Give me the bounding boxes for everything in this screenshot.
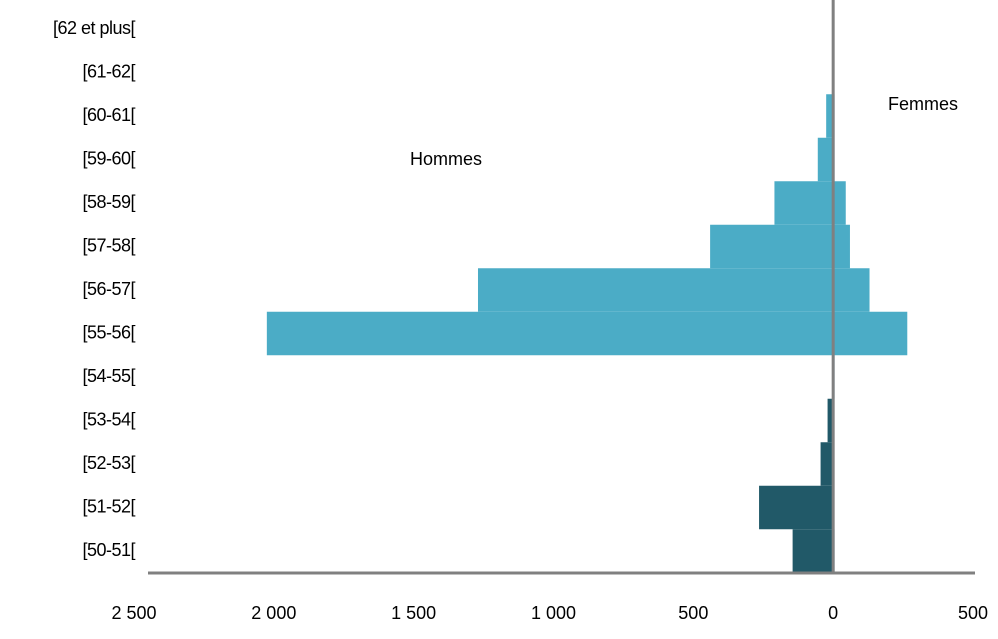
x-tick-label: 1 000 <box>531 603 576 623</box>
bar <box>833 181 846 225</box>
x-tick-label: 1 500 <box>391 603 436 623</box>
series-label: Femmes <box>888 94 958 114</box>
y-tick-label: [57-58[ <box>82 235 135 255</box>
y-tick-label: [59-60[ <box>82 148 135 168</box>
bar <box>710 224 834 269</box>
bar <box>826 94 834 138</box>
bar <box>820 442 834 486</box>
y-tick-label: [55-56[ <box>82 322 135 342</box>
bar <box>833 311 908 356</box>
x-tick-label: 2 000 <box>251 603 296 623</box>
bar <box>833 268 870 312</box>
series-label: Hommes <box>410 149 482 169</box>
y-tick-label: [58-59[ <box>82 192 135 212</box>
y-tick-label: [51-52[ <box>82 496 135 516</box>
bar <box>817 137 834 182</box>
y-tick-label: [54-55[ <box>82 366 135 386</box>
y-tick-label: [50-51[ <box>82 540 135 560</box>
y-tick-label: [61-62[ <box>82 61 135 81</box>
bar <box>759 485 834 530</box>
bar <box>792 529 834 573</box>
y-tick-label: [56-57[ <box>82 279 135 299</box>
bar <box>833 224 850 269</box>
bar <box>266 311 834 356</box>
x-tick-label: 2 500 <box>111 603 156 623</box>
y-tick-label: [62 et plus[ <box>53 18 136 38</box>
bar <box>774 181 834 225</box>
y-tick-label: [60-61[ <box>82 105 135 125</box>
x-tick-label: 500 <box>678 603 708 623</box>
y-tick-label: [52-53[ <box>82 453 135 473</box>
x-tick-label: 500 <box>958 603 988 623</box>
x-tick-label: 0 <box>828 603 838 623</box>
bar <box>827 398 834 443</box>
bar <box>477 268 834 312</box>
y-tick-label: [53-54[ <box>82 409 135 429</box>
